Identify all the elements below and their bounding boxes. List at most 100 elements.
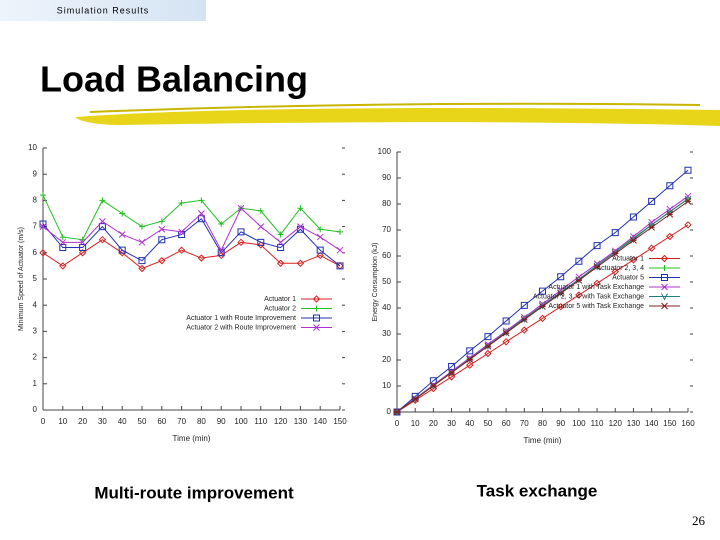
series-line bbox=[42, 207, 341, 252]
x-tick-label: 20 bbox=[429, 419, 438, 428]
point-marker bbox=[336, 246, 344, 254]
point-marker bbox=[539, 287, 546, 295]
point-marker bbox=[316, 246, 324, 254]
x-tick-label: 10 bbox=[411, 419, 420, 428]
x-tick-label: 120 bbox=[609, 419, 623, 428]
x-tick-label: 30 bbox=[98, 417, 107, 426]
legend-label: Actuator 5 bbox=[612, 274, 644, 281]
legend-marker bbox=[661, 302, 668, 310]
point-marker bbox=[684, 166, 692, 174]
point-marker bbox=[257, 238, 265, 246]
point-marker bbox=[237, 204, 245, 212]
point-marker bbox=[198, 210, 205, 217]
point-marker bbox=[611, 250, 619, 258]
x-tick-label: 140 bbox=[314, 417, 328, 426]
point-marker bbox=[237, 238, 245, 247]
header: Simulation Results bbox=[57, 5, 150, 15]
point-marker bbox=[648, 197, 656, 205]
point-marker bbox=[98, 223, 106, 231]
point-marker bbox=[158, 256, 166, 265]
point-marker bbox=[39, 249, 47, 257]
point-marker bbox=[411, 392, 419, 400]
point-marker bbox=[539, 300, 546, 308]
x-tick-label: 0 bbox=[395, 419, 400, 428]
y-axis-label: Minimum Speed of Actuator (m/s) bbox=[18, 227, 25, 331]
x-tick-label: 60 bbox=[157, 417, 166, 426]
point-marker bbox=[257, 241, 265, 249]
point-marker bbox=[593, 242, 601, 250]
point-marker bbox=[575, 291, 583, 299]
series-line bbox=[396, 224, 689, 413]
y-tick-label: 100 bbox=[378, 147, 392, 156]
point-marker bbox=[411, 395, 419, 403]
y-tick-label: 0 bbox=[387, 407, 392, 416]
y-tick-label: 10 bbox=[28, 143, 37, 152]
brush-stroke bbox=[89, 102, 701, 113]
legend-label: Actuator 1 bbox=[612, 255, 644, 262]
point-marker bbox=[178, 200, 185, 207]
x-tick-label: 20 bbox=[78, 417, 87, 426]
point-marker bbox=[316, 233, 324, 241]
x-tick-label: 150 bbox=[333, 417, 347, 426]
x-tick-label: 70 bbox=[520, 419, 529, 428]
legend-marker bbox=[661, 265, 668, 271]
point-marker bbox=[138, 257, 146, 265]
y-tick-label: 2 bbox=[33, 353, 38, 362]
point-marker bbox=[647, 244, 656, 252]
point-marker bbox=[666, 182, 674, 190]
legend-label: Actuator 2 with Route Improvement bbox=[186, 324, 296, 331]
point-marker bbox=[277, 244, 285, 252]
y-tick-label: 70 bbox=[382, 225, 391, 234]
legend-marker bbox=[661, 293, 668, 301]
point-marker bbox=[197, 254, 206, 262]
point-marker bbox=[575, 257, 583, 265]
point-marker bbox=[237, 228, 245, 236]
caption: Task exchange bbox=[477, 481, 598, 500]
x-tick-label: 40 bbox=[465, 419, 474, 428]
point-marker bbox=[484, 342, 492, 350]
point-marker bbox=[466, 347, 474, 355]
legend-marker bbox=[661, 274, 668, 281]
legend-marker bbox=[312, 295, 321, 303]
point-marker bbox=[178, 228, 185, 236]
x-tick-label: 90 bbox=[556, 419, 565, 428]
point-marker bbox=[630, 237, 637, 244]
y-tick-label: 9 bbox=[33, 169, 38, 178]
legend-label: Actuator 1 with Task Exchange bbox=[548, 284, 644, 291]
x-tick-label: 80 bbox=[197, 417, 206, 426]
caption: Multi-route improvement bbox=[94, 483, 294, 502]
point-marker bbox=[118, 246, 126, 254]
point-marker bbox=[198, 197, 205, 204]
x-tick-label: 130 bbox=[294, 417, 308, 426]
point-marker bbox=[684, 198, 692, 205]
point-marker bbox=[119, 210, 126, 217]
point-marker bbox=[217, 251, 225, 260]
y-tick-label: 5 bbox=[33, 274, 38, 283]
point-marker bbox=[557, 290, 565, 297]
point-marker bbox=[59, 238, 67, 246]
legend-marker bbox=[313, 305, 320, 312]
point-marker bbox=[276, 259, 285, 267]
x-tick-label: 0 bbox=[41, 417, 46, 426]
y-tick-label: 20 bbox=[382, 355, 391, 364]
point-marker bbox=[40, 192, 46, 199]
legend-marker bbox=[660, 254, 669, 263]
x-tick-label: 40 bbox=[118, 417, 127, 426]
point-marker bbox=[447, 373, 456, 381]
series-line bbox=[42, 194, 341, 241]
x-tick-label: 110 bbox=[591, 419, 604, 428]
point-marker bbox=[575, 277, 583, 284]
x-tick-label: 10 bbox=[58, 417, 67, 426]
point-marker bbox=[520, 326, 529, 334]
point-marker bbox=[296, 259, 305, 267]
x-tick-label: 130 bbox=[627, 419, 641, 428]
point-marker bbox=[297, 205, 304, 212]
legend-label: Actuator 2, 3, 4 bbox=[597, 265, 645, 272]
point-marker bbox=[666, 232, 674, 241]
point-marker bbox=[336, 262, 344, 270]
x-tick-label: 140 bbox=[645, 419, 659, 428]
x-tick-label: 150 bbox=[663, 419, 677, 428]
point-marker bbox=[139, 223, 145, 230]
y-tick-label: 10 bbox=[382, 381, 391, 390]
point-marker bbox=[99, 218, 106, 225]
